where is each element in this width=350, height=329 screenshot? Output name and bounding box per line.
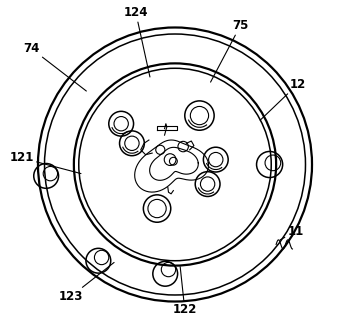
Text: 123: 123 [58, 263, 114, 303]
Text: 12: 12 [260, 78, 306, 120]
Text: 124: 124 [124, 6, 150, 77]
Text: 75: 75 [211, 19, 248, 82]
Text: 74: 74 [23, 42, 86, 91]
Text: 122: 122 [173, 267, 197, 316]
Text: 11: 11 [280, 225, 304, 240]
Text: 121: 121 [9, 151, 81, 174]
